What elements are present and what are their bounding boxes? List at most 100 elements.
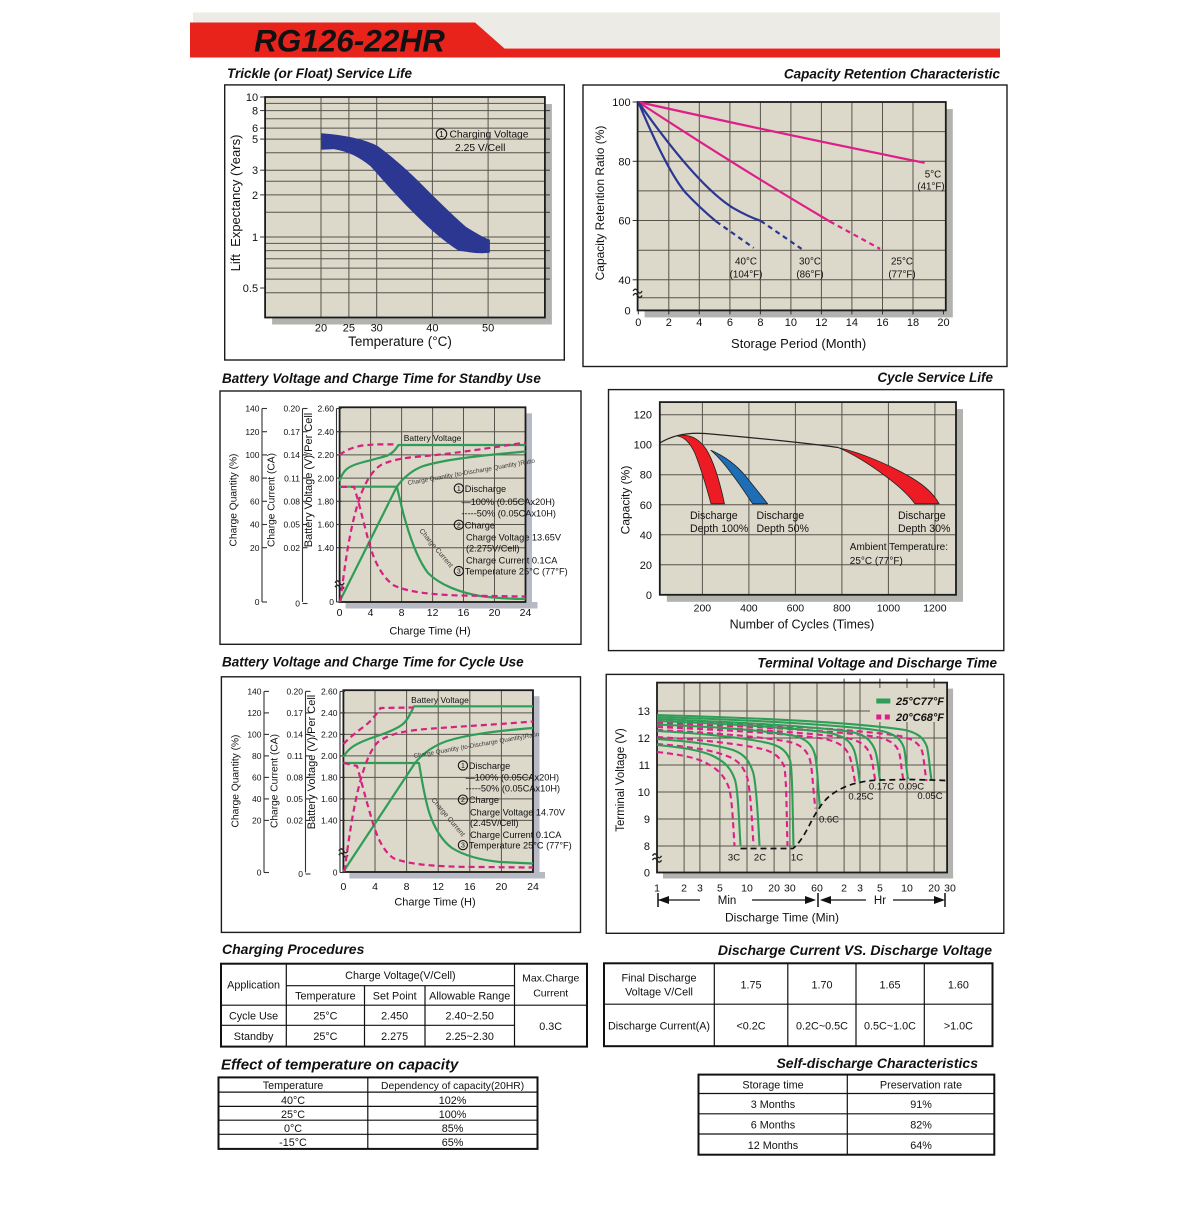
svg-text:2: 2 bbox=[461, 797, 465, 804]
svg-text:2.20: 2.20 bbox=[317, 450, 334, 460]
svg-text:0°C: 0°C bbox=[284, 1123, 302, 1135]
svg-text:RG126-22HR: RG126-22HR bbox=[254, 23, 445, 59]
svg-text:1.75: 1.75 bbox=[740, 980, 761, 992]
svg-text:60: 60 bbox=[640, 500, 652, 512]
svg-text:20: 20 bbox=[640, 560, 652, 572]
svg-text:120: 120 bbox=[245, 427, 259, 437]
svg-text:2.20: 2.20 bbox=[321, 730, 338, 740]
svg-text:1000: 1000 bbox=[877, 603, 901, 615]
svg-text:0.17C: 0.17C bbox=[869, 782, 894, 793]
svg-text:1.60: 1.60 bbox=[948, 980, 969, 992]
svg-text:40: 40 bbox=[640, 530, 652, 542]
svg-text:Min: Min bbox=[718, 895, 737, 907]
svg-text:2.25~2.30: 2.25~2.30 bbox=[446, 1031, 494, 1043]
svg-text:2.40: 2.40 bbox=[321, 708, 338, 718]
svg-text:12: 12 bbox=[815, 317, 827, 329]
svg-text:Charging Voltage: Charging Voltage bbox=[450, 130, 529, 141]
svg-text:Discharge Time (Min): Discharge Time (Min) bbox=[725, 911, 839, 925]
svg-text:0: 0 bbox=[340, 881, 346, 893]
svg-text:Self-discharge Characteristics: Self-discharge Characteristics bbox=[776, 1055, 978, 1071]
svg-text:1: 1 bbox=[252, 232, 258, 244]
svg-text:4: 4 bbox=[372, 881, 378, 893]
svg-text:Charge Time (H): Charge Time (H) bbox=[394, 897, 475, 909]
svg-text:Discharge Current VS. Discharg: Discharge Current VS. Discharge Voltage bbox=[718, 942, 992, 958]
svg-text:Preservation rate: Preservation rate bbox=[880, 1080, 962, 1092]
svg-text:2.00: 2.00 bbox=[317, 473, 334, 483]
svg-text:16: 16 bbox=[876, 317, 888, 329]
svg-text:12: 12 bbox=[432, 881, 444, 893]
svg-text:-----50% (0.05CAx10H): -----50% (0.05CAx10H) bbox=[462, 509, 556, 519]
svg-text:40°C: 40°C bbox=[281, 1095, 305, 1107]
svg-text:85%: 85% bbox=[442, 1123, 464, 1135]
svg-text:Temperature (°C): Temperature (°C) bbox=[348, 334, 452, 349]
svg-text:80: 80 bbox=[640, 470, 652, 482]
svg-text:(2.45V/Cell): (2.45V/Cell) bbox=[470, 818, 519, 828]
svg-text:Depth 50%: Depth 50% bbox=[757, 523, 810, 535]
svg-text:Storage Period (Month): Storage Period (Month) bbox=[731, 336, 866, 351]
svg-text:Capacity (%): Capacity (%) bbox=[619, 466, 633, 535]
svg-text:20: 20 bbox=[928, 883, 940, 895]
svg-text:11: 11 bbox=[639, 760, 650, 772]
svg-text:Capacity Retention Characteris: Capacity Retention Characteristic bbox=[784, 67, 1001, 82]
svg-text:40: 40 bbox=[252, 794, 262, 804]
svg-text:1: 1 bbox=[457, 486, 461, 493]
svg-text:Discharge: Discharge bbox=[469, 761, 510, 771]
svg-text:0: 0 bbox=[624, 305, 630, 317]
svg-text:Charge Quantity (%): Charge Quantity (%) bbox=[229, 454, 240, 547]
svg-text:18: 18 bbox=[907, 317, 919, 329]
svg-text:Final Discharge: Final Discharge bbox=[621, 973, 696, 985]
svg-text:-----50% (0.05CAx10H): -----50% (0.05CAx10H) bbox=[466, 784, 560, 794]
svg-text:25°C: 25°C bbox=[891, 257, 913, 268]
svg-text:80: 80 bbox=[250, 473, 260, 483]
svg-text:0.17: 0.17 bbox=[286, 708, 303, 718]
svg-text:0.5: 0.5 bbox=[243, 283, 258, 295]
svg-text:Battery Voltage (V)/Per Cell: Battery Voltage (V)/Per Cell bbox=[306, 695, 318, 830]
svg-text:25°C: 25°C bbox=[313, 1011, 337, 1023]
svg-text:30: 30 bbox=[944, 883, 956, 895]
svg-text:64%: 64% bbox=[910, 1140, 932, 1152]
svg-text:1: 1 bbox=[439, 129, 444, 139]
svg-text:5°C: 5°C bbox=[925, 170, 941, 181]
svg-text:14: 14 bbox=[846, 317, 858, 329]
svg-text:1200: 1200 bbox=[923, 603, 947, 615]
svg-text:Temperature: Temperature bbox=[263, 1080, 324, 1092]
svg-text:2.275: 2.275 bbox=[381, 1031, 408, 1043]
svg-text:40: 40 bbox=[618, 275, 630, 287]
svg-text:3C: 3C bbox=[728, 853, 740, 864]
svg-text:0: 0 bbox=[337, 607, 343, 619]
svg-text:2.40: 2.40 bbox=[317, 427, 334, 437]
svg-text:1.80: 1.80 bbox=[317, 497, 334, 507]
svg-text:0.17: 0.17 bbox=[283, 427, 300, 437]
svg-text:Temperature: Temperature bbox=[295, 991, 356, 1003]
svg-text:(86°F): (86°F) bbox=[796, 270, 823, 281]
svg-text:3: 3 bbox=[457, 569, 461, 576]
svg-text:0.05: 0.05 bbox=[286, 794, 303, 804]
svg-text:Discharge Current(A): Discharge Current(A) bbox=[608, 1021, 710, 1033]
svg-text:60: 60 bbox=[252, 773, 262, 783]
svg-text:0: 0 bbox=[635, 317, 641, 329]
svg-text:5: 5 bbox=[717, 883, 723, 895]
svg-text:8: 8 bbox=[404, 881, 410, 893]
svg-text:20: 20 bbox=[252, 816, 262, 826]
svg-text:0: 0 bbox=[329, 597, 334, 607]
svg-text:Charge: Charge bbox=[469, 795, 499, 805]
svg-text:10: 10 bbox=[741, 883, 753, 895]
svg-text:0.14: 0.14 bbox=[283, 450, 300, 460]
svg-text:60: 60 bbox=[811, 883, 823, 895]
svg-text:16: 16 bbox=[458, 607, 470, 619]
svg-text:1C: 1C bbox=[791, 853, 803, 864]
svg-text:140: 140 bbox=[245, 404, 259, 414]
svg-text:1.70: 1.70 bbox=[811, 980, 832, 992]
svg-text:(2.275V/Cell): (2.275V/Cell) bbox=[466, 544, 520, 554]
svg-text:2.60: 2.60 bbox=[317, 404, 334, 414]
svg-text:Depth 30%: Depth 30% bbox=[898, 523, 951, 535]
svg-text:Charge Current (CA): Charge Current (CA) bbox=[270, 734, 281, 828]
svg-text:Lift Expectancy (Years): Lift Expectancy (Years) bbox=[228, 135, 243, 272]
svg-text:12 Months: 12 Months bbox=[748, 1140, 799, 1152]
svg-text:Max.Charge: Max.Charge bbox=[522, 973, 579, 985]
svg-text:140: 140 bbox=[247, 687, 261, 697]
svg-text:Voltage V/Cell: Voltage V/Cell bbox=[625, 987, 693, 999]
svg-text:80: 80 bbox=[618, 156, 630, 168]
svg-text:Battery Voltage: Battery Voltage bbox=[404, 433, 462, 443]
svg-text:120: 120 bbox=[247, 708, 261, 718]
